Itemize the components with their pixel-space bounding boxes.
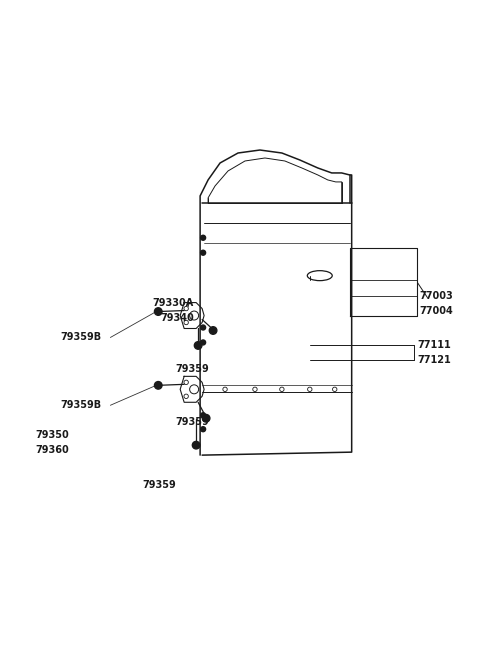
Text: 79359: 79359 [175,417,209,427]
Circle shape [201,250,205,255]
Text: 79359: 79359 [175,364,209,375]
Text: 79360: 79360 [36,445,69,455]
Text: 79330A: 79330A [152,297,193,308]
Circle shape [155,308,162,315]
Text: 77111: 77111 [418,341,451,350]
Circle shape [201,340,205,345]
Circle shape [209,327,217,334]
Circle shape [201,325,205,330]
Text: 79350: 79350 [36,430,69,440]
Circle shape [194,342,202,349]
Circle shape [201,413,205,418]
Circle shape [201,426,205,432]
Text: 79340: 79340 [160,312,194,322]
Text: 77003: 77003 [420,291,453,301]
Text: 79359B: 79359B [60,400,102,410]
Text: 79359: 79359 [142,480,176,490]
Circle shape [155,382,162,389]
Text: 79359B: 79359B [60,333,102,343]
Circle shape [201,235,205,240]
Text: 77004: 77004 [420,305,453,316]
Circle shape [192,441,200,449]
Text: 77121: 77121 [418,356,451,365]
Circle shape [202,415,210,422]
